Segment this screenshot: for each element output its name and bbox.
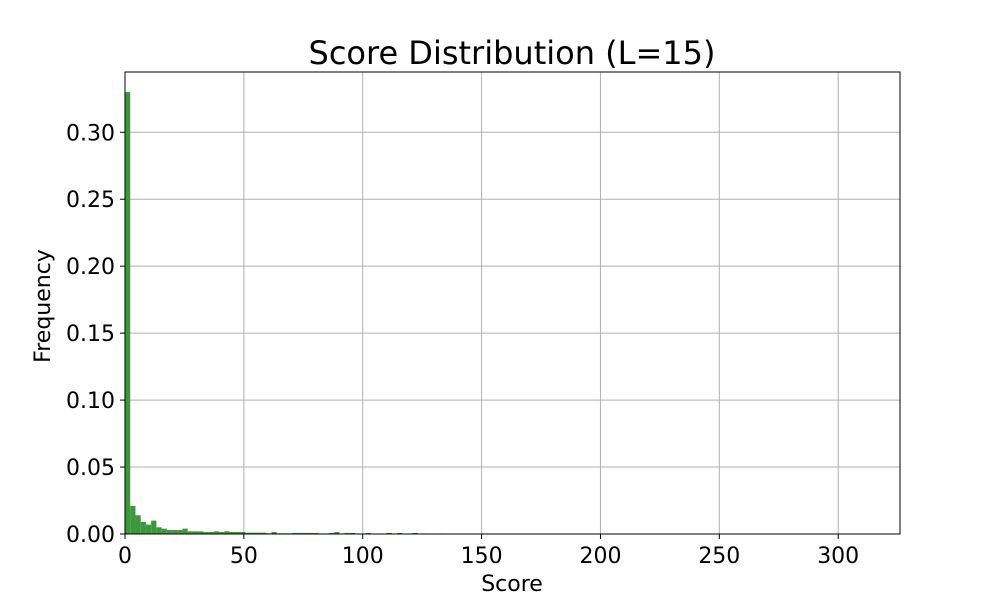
histogram-bar	[166, 529, 173, 534]
grid-lines	[124, 72, 900, 535]
histogram-bar	[156, 527, 162, 534]
y-axis-label: Frequency	[31, 249, 56, 363]
histogram-bars	[125, 92, 445, 534]
histogram-bar	[245, 532, 251, 534]
x-tick-label: 250	[698, 544, 740, 569]
histogram-bar	[240, 531, 246, 534]
histogram-bar	[213, 531, 220, 534]
histogram-bar	[365, 532, 371, 534]
histogram-bar	[292, 532, 298, 534]
histogram-bar	[145, 524, 152, 534]
histogram-bar	[334, 531, 340, 534]
histogram-bar	[308, 532, 314, 534]
histogram-bar	[328, 532, 335, 534]
y-tick-label: 0.25	[66, 188, 115, 213]
histogram-bar	[396, 532, 403, 534]
histogram-bar	[297, 532, 303, 534]
histogram-bar	[344, 532, 350, 534]
histogram-bar	[130, 505, 136, 534]
histogram-bar	[125, 92, 131, 534]
histogram-bar	[313, 532, 319, 534]
histogram-bar	[172, 529, 178, 534]
x-tick-label: 0	[118, 544, 132, 569]
histogram-bar	[234, 531, 241, 534]
x-tick-label: 150	[461, 544, 503, 569]
histogram-bar	[135, 515, 141, 534]
histogram-bar	[187, 531, 193, 534]
histogram-bar	[255, 532, 261, 534]
histogram-bar	[302, 532, 309, 534]
histogram-bar	[161, 528, 167, 534]
plot-frame	[124, 71, 901, 535]
x-axis-label: Score	[481, 572, 543, 597]
x-tick-label: 200	[579, 544, 621, 569]
x-tick-label: 100	[342, 544, 384, 569]
y-axis-ticks: 0.00 0.05 0.10 0.15 0.20 0.25 0.30	[66, 121, 125, 548]
histogram-bar	[198, 531, 204, 534]
histogram-bar	[229, 531, 235, 534]
x-tick-label: 300	[817, 544, 859, 569]
histogram-bar	[182, 528, 188, 534]
histogram-bar	[386, 532, 392, 534]
histogram-bar	[192, 531, 199, 534]
y-tick-label: 0.00	[66, 523, 115, 548]
x-axis-ticks: 0 50 100 150 200 250 300	[118, 534, 859, 569]
histogram-bar	[250, 532, 256, 534]
histogram-bar	[224, 531, 230, 534]
y-tick-label: 0.30	[66, 121, 115, 146]
histogram-bar	[140, 521, 146, 534]
y-tick-label: 0.15	[66, 322, 115, 347]
histogram-bar	[271, 531, 277, 534]
x-tick-label: 50	[230, 544, 258, 569]
histogram-bar	[203, 531, 209, 534]
histogram-bar	[349, 532, 356, 534]
y-tick-label: 0.10	[66, 389, 115, 414]
y-tick-label: 0.05	[66, 456, 115, 481]
histogram-bar	[177, 529, 183, 534]
chart-title: Score Distribution (L=15)	[309, 34, 716, 72]
histogram-bar	[260, 532, 267, 534]
y-tick-label: 0.20	[66, 255, 115, 280]
histogram-bar	[412, 532, 418, 534]
histogram-bar	[151, 520, 157, 534]
histogram-bar	[219, 531, 225, 534]
histogram-bar	[208, 531, 214, 534]
